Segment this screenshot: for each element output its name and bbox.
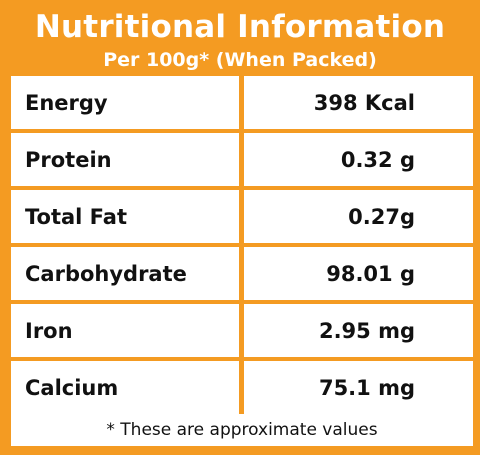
- nutrition-table: Energy 398 Kcal Protein 0.32 g Total Fat…: [11, 76, 473, 446]
- nutrient-name: Calcium: [11, 361, 239, 414]
- nutrient-value: 75.1 mg: [244, 361, 473, 414]
- table-row: Energy 398 Kcal: [11, 76, 473, 129]
- panel-title: Nutritional Information: [34, 9, 446, 45]
- nutrient-name: Iron: [11, 304, 239, 357]
- panel-subtitle: Per 100g* (When Packed): [103, 49, 377, 71]
- table-row: Total Fat 0.27g: [11, 190, 473, 243]
- table-row: Calcium 75.1 mg: [11, 361, 473, 414]
- table-row: Carbohydrate 98.01 g: [11, 247, 473, 300]
- nutrient-name: Energy: [11, 76, 239, 129]
- nutrient-value: 2.95 mg: [244, 304, 473, 357]
- table-row: Protein 0.32 g: [11, 133, 473, 186]
- nutrient-name: Protein: [11, 133, 239, 186]
- nutrient-value: 0.32 g: [244, 133, 473, 186]
- nutrient-name: Carbohydrate: [11, 247, 239, 300]
- footnote: * These are approximate values: [11, 414, 473, 446]
- table-row: Iron 2.95 mg: [11, 304, 473, 357]
- nutrient-value: 98.01 g: [244, 247, 473, 300]
- nutrient-name: Total Fat: [11, 190, 239, 243]
- nutrient-value: 398 Kcal: [244, 76, 473, 129]
- nutrient-value: 0.27g: [244, 190, 473, 243]
